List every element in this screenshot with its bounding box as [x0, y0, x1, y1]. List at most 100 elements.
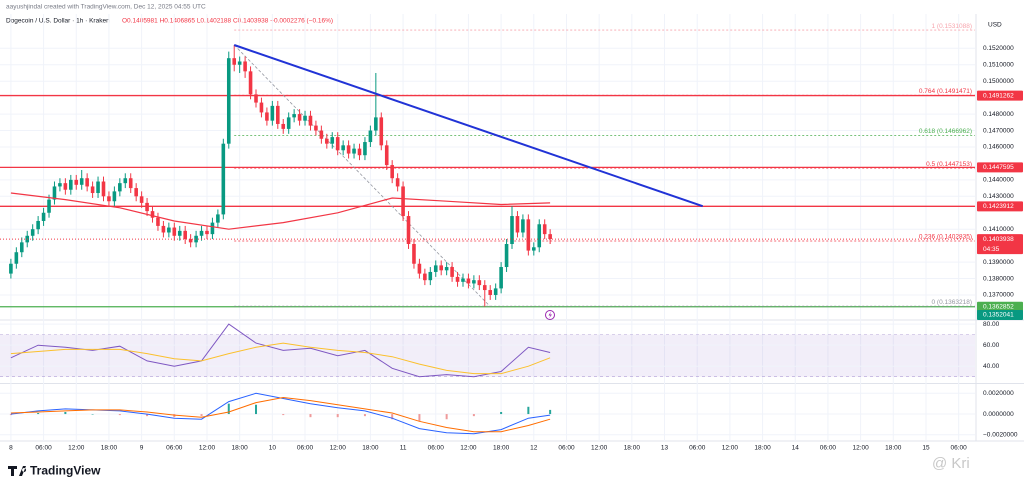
candle-body — [118, 183, 122, 192]
x-tick-label: 11 — [400, 445, 407, 452]
x-tick-label: 13 — [661, 445, 669, 452]
candle-body — [177, 230, 182, 236]
candle-body — [412, 244, 416, 264]
macd-histogram-bar — [472, 414, 475, 417]
candle-body — [270, 105, 275, 121]
candle-body — [145, 202, 149, 212]
y-tick-label: 0.1470000 — [983, 127, 1014, 134]
candle-body — [363, 142, 367, 156]
y-tick-label: 60.00 — [983, 342, 1000, 349]
candle-body — [134, 188, 138, 197]
candle-body — [243, 61, 247, 72]
y-tick-label: 0.1380000 — [983, 275, 1014, 282]
candle-body — [30, 229, 35, 236]
candle-body — [477, 280, 482, 286]
candle-body — [319, 130, 324, 139]
macd-histogram-bar — [391, 414, 394, 420]
candle-body — [357, 148, 362, 156]
candle-body — [9, 263, 13, 274]
macd-histogram-bar — [118, 414, 121, 416]
candle-body — [526, 219, 531, 251]
macd-histogram-bar — [309, 414, 312, 418]
watermark: @ Kri — [932, 455, 970, 472]
x-tick-label: 8 — [9, 445, 13, 452]
candle-body — [172, 227, 177, 236]
candle-body — [79, 178, 84, 185]
x-tick-label: 18:00 — [493, 445, 510, 452]
y-tick-label: 0.1370000 — [983, 292, 1014, 299]
macd-histogram-bar — [9, 414, 12, 416]
x-tick-label: 06:00 — [35, 445, 52, 452]
x-tick-label: 12:00 — [199, 445, 216, 452]
macd-histogram-bar — [549, 409, 552, 415]
candle-body — [548, 234, 552, 240]
x-tick-label: 12:00 — [722, 445, 739, 452]
candle-body — [210, 222, 215, 235]
candle-body — [47, 199, 51, 213]
candle-body — [335, 137, 340, 151]
x-tick-label: 18:00 — [624, 445, 641, 452]
candle-body — [401, 186, 405, 217]
x-tick-label: 18:00 — [885, 445, 902, 452]
macd-histogram-bar — [418, 414, 421, 422]
candle-body — [41, 212, 46, 221]
candle-body — [325, 138, 329, 144]
candle-body — [101, 181, 106, 197]
overlays: 0.1491262 0.1447595 0.1423912 0.1362852 0.13… — [919, 23, 1023, 320]
candle-body — [156, 217, 160, 226]
candle-body — [433, 265, 438, 272]
y-tick-label: 80.00 — [983, 321, 1000, 328]
event-icon[interactable] — [545, 310, 555, 320]
macd-histogram-bar — [91, 414, 94, 415]
candle-body — [455, 276, 460, 282]
candle-body — [254, 94, 258, 103]
y-tick-label: 0.1410000 — [983, 226, 1014, 233]
ohlc: O0.1405981 H0.1406865 L0.1402188 C0.1403… — [122, 18, 333, 25]
x-tick-label: 10 — [269, 445, 277, 452]
candle-body — [265, 112, 269, 121]
candle-body — [384, 145, 389, 166]
candle-body — [482, 285, 487, 291]
level-label-box — [977, 162, 1023, 173]
candle-body — [188, 239, 193, 243]
candle-body — [85, 178, 89, 187]
candle-body — [406, 216, 411, 244]
candle-body — [303, 115, 307, 121]
candle-body — [52, 186, 57, 200]
candle-body — [90, 186, 95, 194]
candle-body — [281, 123, 286, 129]
candle-body — [139, 196, 144, 203]
level-label-text: 0.1362852 — [983, 303, 1014, 310]
candle-body — [314, 125, 318, 131]
x-tick-label: 15 — [922, 445, 930, 452]
y-tick-label: 0.1520000 — [983, 45, 1014, 52]
y-tick-label: 0.1440000 — [983, 177, 1014, 184]
x-tick-label: 06:00 — [558, 445, 575, 452]
x-tick-label: 06:00 — [297, 445, 314, 452]
fib-label: 0 (0.1363218) — [932, 299, 972, 306]
fib-label: 0.236 (0.1402835) — [919, 234, 972, 241]
candle-body — [439, 265, 443, 271]
moving-average — [10, 192, 551, 230]
macd-histogram-bar — [500, 411, 503, 415]
macd-histogram-bar — [336, 414, 339, 418]
macd-histogram-bar — [173, 414, 176, 418]
candle-body — [248, 71, 253, 95]
x-tick-label: 12:00 — [591, 445, 608, 452]
candle-body — [330, 137, 335, 144]
symbol: Dogecoin / U.S. Dollar · 1h · Kraken — [6, 18, 110, 25]
candle-body — [259, 102, 264, 113]
x-tick-label: 06:00 — [820, 445, 837, 452]
y-tick-label: 0.1460000 — [983, 144, 1014, 151]
candle-body — [74, 179, 79, 185]
macd-histogram-bar — [200, 414, 203, 417]
candle-body — [532, 247, 536, 251]
y-tick-label: 0.1500000 — [983, 78, 1014, 85]
fib-label: 1 (0.1531088) — [932, 23, 972, 30]
y-tick-label: 0.0000000 — [983, 411, 1014, 418]
x-tick-label: 06:00 — [689, 445, 706, 452]
candle-body — [444, 267, 449, 271]
current-price-countdown: 04:35 — [983, 246, 1000, 253]
y-tick-label: 0.1480000 — [983, 111, 1014, 118]
